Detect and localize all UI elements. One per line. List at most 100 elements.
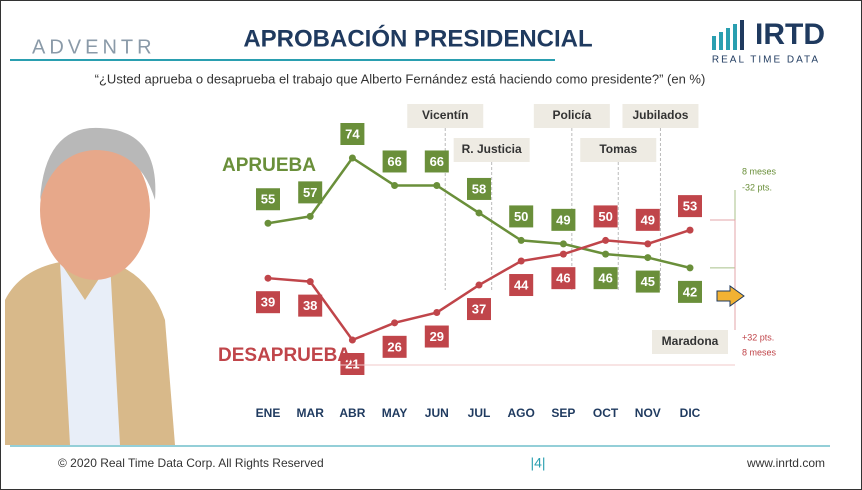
value-box bbox=[340, 123, 365, 145]
point bbox=[264, 219, 272, 227]
annotation-box bbox=[580, 138, 657, 162]
value-label: 50 bbox=[514, 209, 528, 224]
value-label: 39 bbox=[261, 295, 275, 310]
value-box bbox=[551, 267, 576, 290]
value-label: 21 bbox=[345, 356, 359, 371]
value-box bbox=[593, 205, 618, 228]
point bbox=[348, 154, 356, 162]
value-box bbox=[298, 294, 323, 317]
value-label: 66 bbox=[387, 154, 401, 169]
annotation-box bbox=[407, 104, 484, 128]
x-tick-label: DIC bbox=[680, 406, 701, 420]
value-box bbox=[551, 208, 576, 231]
value-label: 46 bbox=[598, 271, 612, 286]
annotation-box bbox=[533, 104, 610, 128]
series-name: APRUEBA bbox=[222, 155, 316, 176]
title: APROBACIÓN PRESIDENCIAL bbox=[243, 24, 592, 52]
annotation: Tomas bbox=[599, 142, 637, 156]
value-box bbox=[509, 205, 534, 228]
annotation-box bbox=[652, 330, 728, 354]
value-box bbox=[298, 181, 323, 204]
annotation: Maradona bbox=[662, 334, 719, 348]
point bbox=[348, 336, 356, 344]
value-label: 29 bbox=[430, 329, 444, 344]
value-box bbox=[678, 195, 702, 218]
value-label: 50 bbox=[598, 209, 612, 224]
arrow bbox=[716, 285, 745, 307]
value-label: 45 bbox=[641, 274, 655, 289]
value-box bbox=[424, 150, 449, 173]
x-tick-label: NOV bbox=[635, 406, 661, 420]
photo bbox=[5, 127, 175, 445]
plot: Vicentín R. Justicia Policía Tomas Jubilados… bbox=[218, 104, 777, 420]
value-box bbox=[424, 325, 449, 348]
x-tick-label: SEP bbox=[551, 406, 575, 420]
logo-text: IRTD bbox=[755, 18, 825, 51]
value-box bbox=[256, 291, 280, 314]
x-tick-label: AGO bbox=[508, 406, 535, 420]
value-label: 49 bbox=[641, 212, 655, 227]
x-tick-label: ABR bbox=[339, 406, 365, 420]
subtitle: “¿Usted aprueba o desaprueba el trabajo … bbox=[95, 71, 706, 86]
value-label: 57 bbox=[303, 185, 317, 200]
point bbox=[264, 274, 272, 282]
point bbox=[433, 309, 441, 317]
note: +32 pts. bbox=[742, 332, 774, 342]
value-label: 46 bbox=[556, 271, 570, 286]
point bbox=[306, 212, 314, 220]
value-label: 38 bbox=[303, 298, 317, 313]
point bbox=[391, 181, 399, 189]
point bbox=[686, 226, 694, 234]
annotation-box bbox=[622, 104, 699, 128]
page-number: |4| bbox=[530, 455, 545, 471]
value-box bbox=[382, 150, 407, 173]
point bbox=[686, 264, 694, 272]
x-tick-label: JUL bbox=[468, 406, 491, 420]
logo-sub: REAL TIME DATA bbox=[712, 55, 820, 66]
value-label: 37 bbox=[472, 301, 486, 316]
value-label: 55 bbox=[261, 192, 275, 207]
value-label: 66 bbox=[430, 154, 444, 169]
value-box bbox=[467, 298, 491, 321]
x-tick-label: ENE bbox=[256, 406, 281, 420]
value-label: 49 bbox=[556, 212, 570, 227]
point bbox=[475, 281, 483, 289]
x-tick-label: MAR bbox=[297, 406, 325, 420]
point bbox=[644, 240, 652, 248]
note: 8 meses bbox=[742, 347, 777, 357]
note: 8 meses bbox=[742, 166, 777, 176]
value-box bbox=[635, 270, 660, 293]
value-label: 53 bbox=[683, 199, 697, 214]
point bbox=[559, 250, 567, 258]
x-tick-label: JUN bbox=[425, 406, 449, 420]
value-label: 44 bbox=[514, 277, 529, 292]
point bbox=[517, 257, 525, 265]
value-box bbox=[635, 208, 660, 231]
annotation: Jubilados bbox=[632, 108, 688, 122]
brand: ADVENTR bbox=[32, 36, 156, 58]
value-box bbox=[382, 335, 407, 358]
value-box bbox=[593, 267, 618, 290]
value-box bbox=[256, 188, 280, 211]
point bbox=[602, 236, 610, 244]
point bbox=[433, 181, 441, 189]
footer-copyright: © 2020 Real Time Data Corp. All Rights R… bbox=[58, 456, 324, 470]
value-box bbox=[340, 353, 365, 375]
point bbox=[559, 240, 567, 248]
annotation: Policía bbox=[552, 108, 591, 122]
annotation: Vicentín bbox=[422, 108, 468, 122]
value-label: 58 bbox=[472, 181, 486, 196]
point bbox=[475, 209, 483, 217]
value-label: 74 bbox=[345, 126, 360, 141]
x-tick-label: OCT bbox=[593, 406, 619, 420]
value-box bbox=[509, 274, 534, 297]
value-label: 26 bbox=[387, 339, 401, 354]
series-name: DESAPRUEBA bbox=[218, 345, 351, 366]
x-tick-label: MAY bbox=[382, 406, 408, 420]
point bbox=[517, 236, 525, 244]
logo: IRTD REAL TIME DATA bbox=[712, 18, 825, 66]
point bbox=[644, 254, 652, 262]
point bbox=[306, 278, 314, 286]
point bbox=[602, 250, 610, 258]
